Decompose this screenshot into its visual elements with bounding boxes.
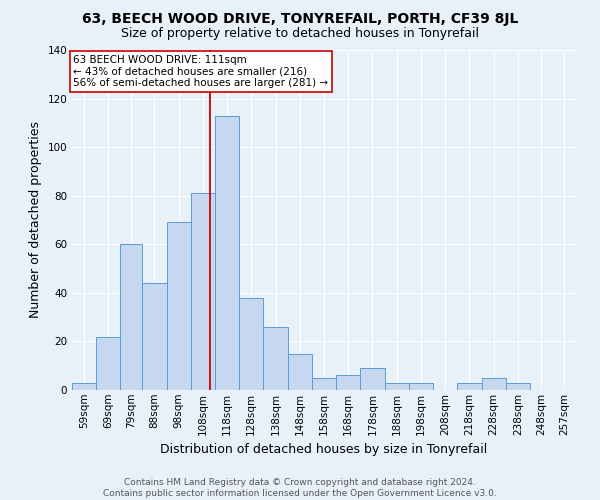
Bar — [482, 378, 506, 390]
Text: 63 BEECH WOOD DRIVE: 111sqm
← 43% of detached houses are smaller (216)
56% of se: 63 BEECH WOOD DRIVE: 111sqm ← 43% of det… — [73, 55, 328, 88]
Bar — [142, 283, 167, 390]
Bar — [121, 244, 142, 390]
Bar — [457, 382, 482, 390]
Text: 63, BEECH WOOD DRIVE, TONYREFAIL, PORTH, CF39 8JL: 63, BEECH WOOD DRIVE, TONYREFAIL, PORTH,… — [82, 12, 518, 26]
Bar — [263, 327, 287, 390]
Bar — [336, 376, 361, 390]
Bar — [191, 194, 215, 390]
Bar — [409, 382, 433, 390]
Bar — [312, 378, 336, 390]
Bar — [167, 222, 191, 390]
Text: Size of property relative to detached houses in Tonyrefail: Size of property relative to detached ho… — [121, 28, 479, 40]
Text: Contains HM Land Registry data © Crown copyright and database right 2024.
Contai: Contains HM Land Registry data © Crown c… — [103, 478, 497, 498]
X-axis label: Distribution of detached houses by size in Tonyrefail: Distribution of detached houses by size … — [160, 443, 488, 456]
Bar — [361, 368, 385, 390]
Bar — [385, 382, 409, 390]
Bar — [96, 336, 121, 390]
Bar — [239, 298, 263, 390]
Bar — [287, 354, 312, 390]
Bar — [506, 382, 530, 390]
Y-axis label: Number of detached properties: Number of detached properties — [29, 122, 42, 318]
Bar — [72, 382, 96, 390]
Bar — [215, 116, 239, 390]
